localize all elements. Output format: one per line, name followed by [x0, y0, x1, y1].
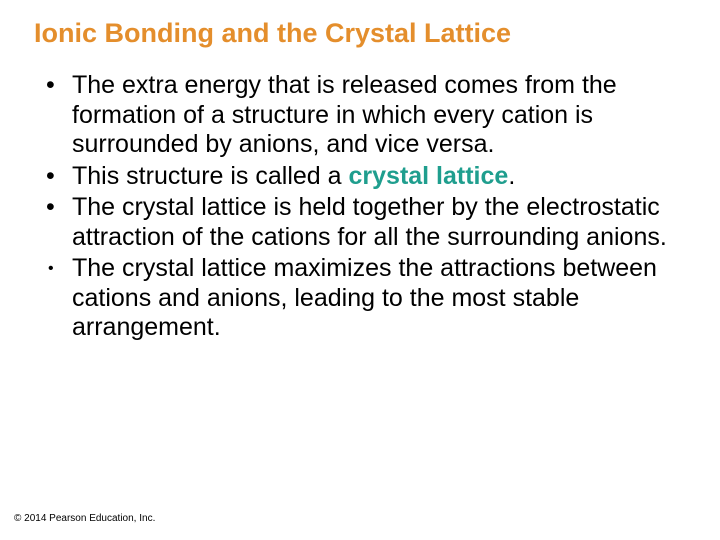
bullet-text-pre: The extra energy that is released comes … [72, 71, 617, 158]
bullet-text-pre: The crystal lattice maximizes the attrac… [72, 254, 657, 341]
list-item: The crystal lattice maximizes the attrac… [42, 254, 692, 343]
copyright-text: © 2014 Pearson Education, Inc. [14, 513, 155, 524]
slide-title: Ionic Bonding and the Crystal Lattice [34, 18, 692, 49]
bullet-term: crystal lattice [349, 162, 509, 190]
bullet-list: The extra energy that is released comes … [28, 71, 692, 343]
bullet-text-pre: This structure is called a [72, 162, 349, 190]
list-item: This structure is called a crystal latti… [42, 162, 692, 192]
list-item: The extra energy that is released comes … [42, 71, 692, 160]
list-item: The crystal lattice is held together by … [42, 193, 692, 252]
bullet-text-post: . [508, 162, 515, 190]
bullet-text-pre: The crystal lattice is held together by … [72, 193, 667, 251]
